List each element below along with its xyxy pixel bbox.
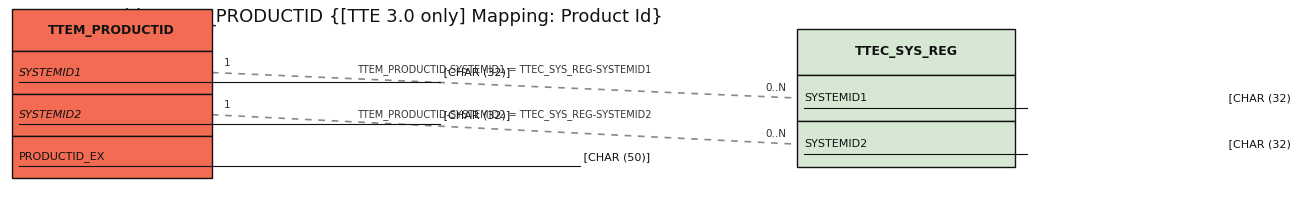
Bar <box>12 136 212 178</box>
Bar <box>12 51 212 94</box>
Bar <box>12 9 212 51</box>
Text: 0..N: 0..N <box>766 129 787 139</box>
Text: [CHAR (50)]: [CHAR (50)] <box>580 152 651 162</box>
Text: [CHAR (32)]: [CHAR (32)] <box>1225 139 1292 149</box>
Text: 0..N: 0..N <box>766 83 787 93</box>
Text: [CHAR (32)]: [CHAR (32)] <box>441 67 510 78</box>
Bar <box>797 75 1016 121</box>
Text: TTEC_SYS_REG: TTEC_SYS_REG <box>854 45 957 59</box>
Text: SYSTEMID1: SYSTEMID1 <box>804 93 867 103</box>
Bar <box>12 94 212 136</box>
Text: PRODUCTID_EX: PRODUCTID_EX <box>19 151 105 162</box>
Text: 1: 1 <box>224 58 231 68</box>
Text: SAP ABAP table TTEM_PRODUCTID {[TTE 3.0 only] Mapping: Product Id}: SAP ABAP table TTEM_PRODUCTID {[TTE 3.0 … <box>12 7 663 25</box>
Text: [CHAR (32)]: [CHAR (32)] <box>1225 93 1292 103</box>
Bar <box>797 29 1016 75</box>
Text: TTEM_PRODUCTID-SYSTEMID2 = TTEC_SYS_REG-SYSTEMID2: TTEM_PRODUCTID-SYSTEMID2 = TTEC_SYS_REG-… <box>357 109 651 120</box>
Text: SYSTEMID2: SYSTEMID2 <box>804 139 867 149</box>
Text: SYSTEMID2: SYSTEMID2 <box>19 110 83 120</box>
Text: TTEM_PRODUCTID: TTEM_PRODUCTID <box>48 24 176 37</box>
Text: TTEM_PRODUCTID-SYSTEMID1 = TTEC_SYS_REG-SYSTEMID1: TTEM_PRODUCTID-SYSTEMID1 = TTEC_SYS_REG-… <box>357 64 651 75</box>
Text: SYSTEMID1: SYSTEMID1 <box>19 67 83 78</box>
Bar <box>797 121 1016 167</box>
Text: [CHAR (32)]: [CHAR (32)] <box>441 110 510 120</box>
Text: 1: 1 <box>224 100 231 110</box>
